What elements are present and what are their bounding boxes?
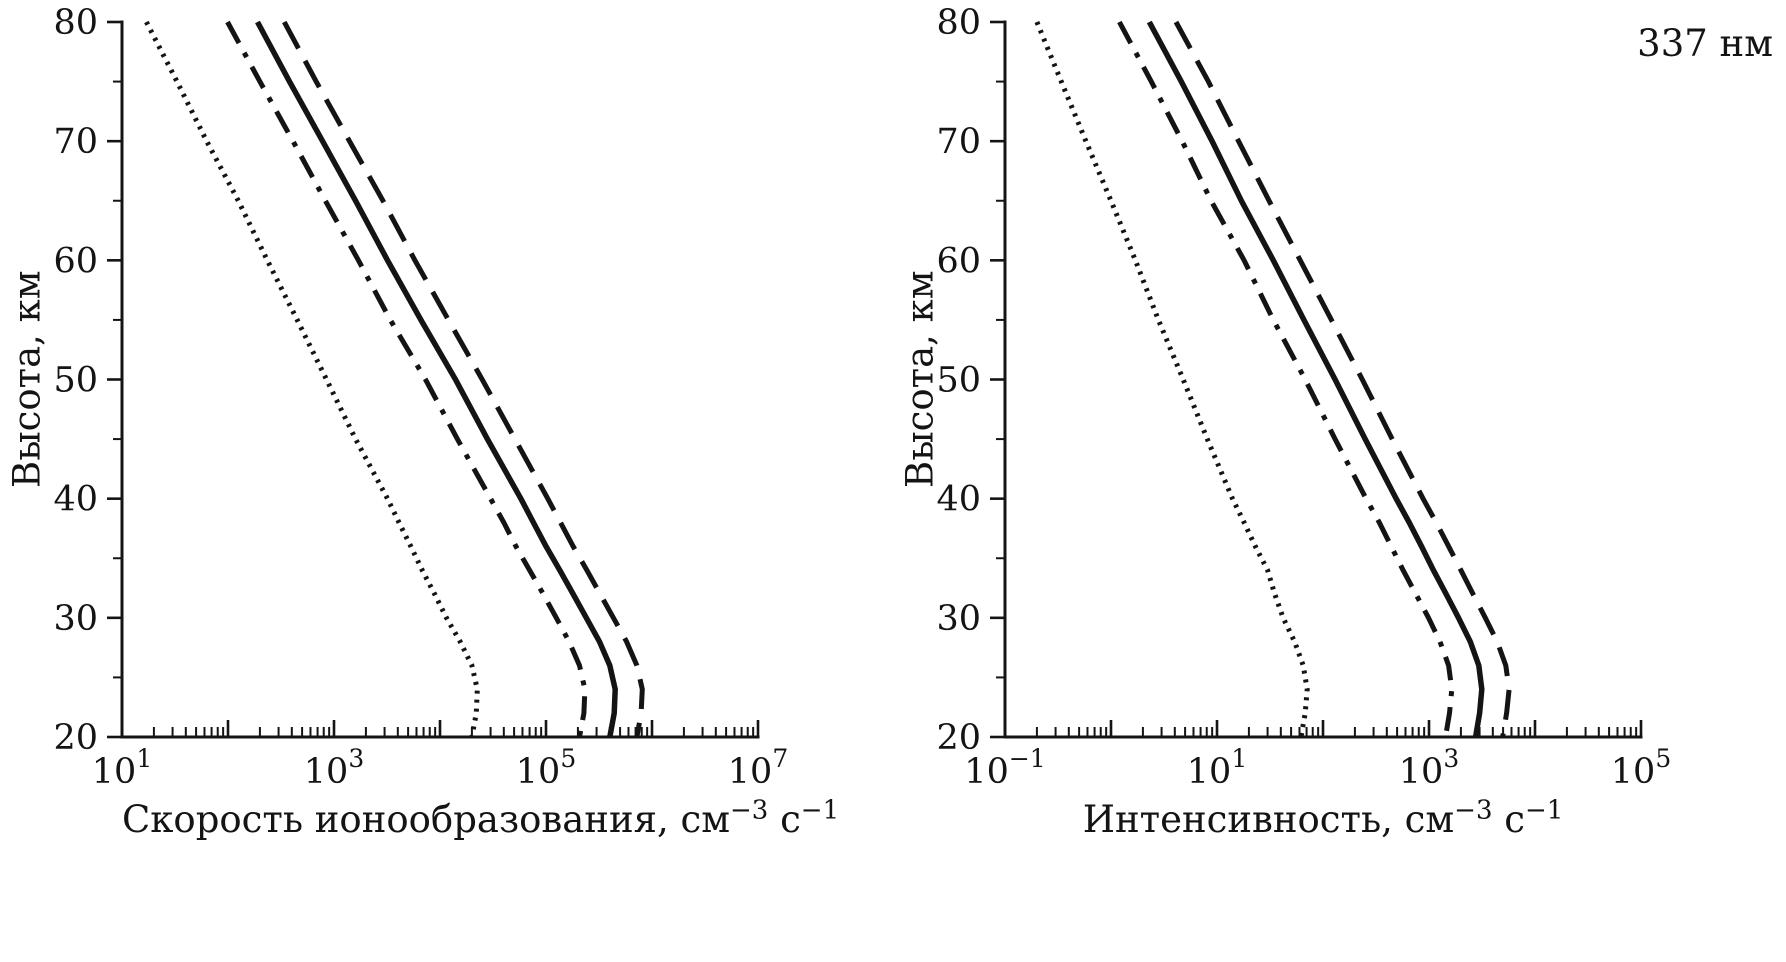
y-tick-label: 30 <box>53 599 98 639</box>
series-dashed <box>282 20 645 738</box>
x-label-main: Интенсивность, см <box>1082 798 1455 841</box>
x-axis-tick-labels: 10−1 101 103 105 <box>964 744 1671 792</box>
x-axis-tick-labels: 101 103 105 107 <box>92 744 788 792</box>
y-tick-label: 80 <box>936 3 981 43</box>
y-axis-tick-labels: 20 30 40 50 60 70 80 <box>936 3 981 758</box>
y-axis-label-right: Высота, км <box>897 22 943 737</box>
x-tick-label: 105 <box>516 744 576 792</box>
series-dotted <box>144 20 480 738</box>
x-label-mid: с <box>1492 798 1525 841</box>
series-solid <box>1146 20 1485 738</box>
y-axis-label-left: Высота, км <box>4 22 50 737</box>
series-dotted <box>1034 21 1310 738</box>
series-curves <box>1034 20 1512 738</box>
x-axis-label-right: Интенсивность, см−3 с−1 <box>1005 798 1641 841</box>
y-tick-label: 80 <box>53 3 98 43</box>
x-tick-label: 101 <box>92 744 152 792</box>
y-tick-label: 20 <box>53 718 98 758</box>
x-tick-label: 105 <box>1611 744 1671 792</box>
y-axis-ticks <box>107 20 122 739</box>
x-label-mid: с <box>768 798 801 841</box>
x-tick-label: 103 <box>304 744 364 792</box>
x-axis-ticks <box>1003 720 1643 737</box>
x-label-sup-2: −1 <box>800 795 840 826</box>
panel-intensity: 10−1 101 103 105 20 30 40 50 60 70 80 Высота, км И… <box>893 0 1786 962</box>
x-label-sup-2: −1 <box>1524 795 1564 826</box>
y-axis-label-text: Высота, км <box>5 270 49 489</box>
y-tick-label: 70 <box>936 122 981 162</box>
y-tick-label: 60 <box>936 241 981 281</box>
y-tick-label: 60 <box>53 241 98 281</box>
y-tick-label: 40 <box>936 480 981 520</box>
y-tick-label: 70 <box>53 122 98 162</box>
y-axis-ticks <box>990 20 1005 739</box>
y-axis-tick-labels: 20 30 40 50 60 70 80 <box>53 3 98 758</box>
y-tick-label: 50 <box>936 361 981 401</box>
y-tick-label: 40 <box>53 480 98 520</box>
panel-ionization-rate: 101 103 105 107 20 30 40 50 60 70 80 Высота, км Ск… <box>4 3 840 841</box>
series-curves <box>144 20 645 738</box>
series-dash-dot <box>1117 20 1455 738</box>
wavelength-annotation: 337 нм <box>1637 22 1773 65</box>
x-axis-label-left: Скорость ионообразования, см−3 с−1 <box>122 798 839 841</box>
x-label-main: Скорость ионообразования, см <box>122 798 730 841</box>
series-solid <box>255 20 618 738</box>
y-axis-label-text: Высота, км <box>898 270 942 489</box>
series-dash-dot <box>225 20 588 738</box>
axes <box>120 20 760 739</box>
x-tick-label: 107 <box>728 744 788 792</box>
axes <box>1003 20 1643 739</box>
x-tick-label: 101 <box>1187 744 1247 792</box>
series-dashed <box>1173 20 1512 738</box>
ionization-rate-plot: 101 103 105 107 20 30 40 50 60 70 80 <box>53 3 788 792</box>
x-label-sup-1: −3 <box>1454 795 1493 826</box>
x-axis-ticks <box>120 720 760 737</box>
y-tick-label: 30 <box>936 599 981 639</box>
x-tick-label: 103 <box>1399 744 1459 792</box>
y-tick-label: 50 <box>53 361 98 401</box>
y-tick-label: 20 <box>936 718 981 758</box>
x-label-sup-1: −3 <box>729 795 769 826</box>
